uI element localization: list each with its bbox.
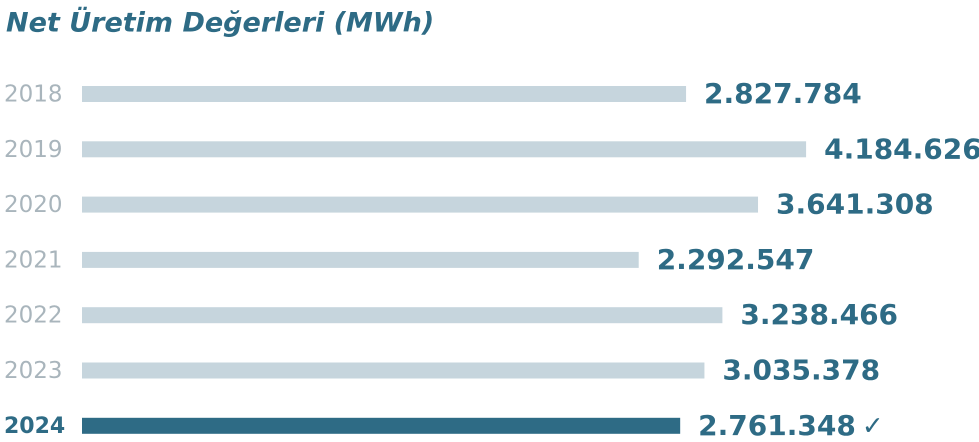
data-label: 4.184.626 xyxy=(824,132,979,165)
y-tick-label: 2018 xyxy=(4,82,63,108)
data-label: 3.641.308 xyxy=(776,188,934,221)
data-label: 2.292.547 xyxy=(657,243,815,276)
y-tick-label: 2023 xyxy=(4,358,63,384)
data-label: 3.035.378 xyxy=(722,354,880,387)
bar xyxy=(82,362,705,379)
bar xyxy=(82,141,807,158)
y-tick-label: 2021 xyxy=(4,247,63,273)
y-tick-label: 2024 xyxy=(4,414,65,439)
y-tick-label: 2022 xyxy=(4,303,63,329)
y-tick-label: 2019 xyxy=(4,137,63,163)
annotation: ✓ xyxy=(862,411,884,441)
data-label: 2.827.784 xyxy=(704,77,862,110)
bar xyxy=(82,307,723,324)
bar xyxy=(82,417,681,434)
chart-title: Net Üretim Değerleri (MWh) xyxy=(6,6,434,39)
bar xyxy=(82,86,687,102)
bar xyxy=(82,196,759,213)
bar xyxy=(82,251,639,268)
y-tick-label: 2020 xyxy=(4,192,63,218)
data-label: 2.761.348 xyxy=(698,409,856,442)
data-label: 3.238.466 xyxy=(740,298,898,331)
